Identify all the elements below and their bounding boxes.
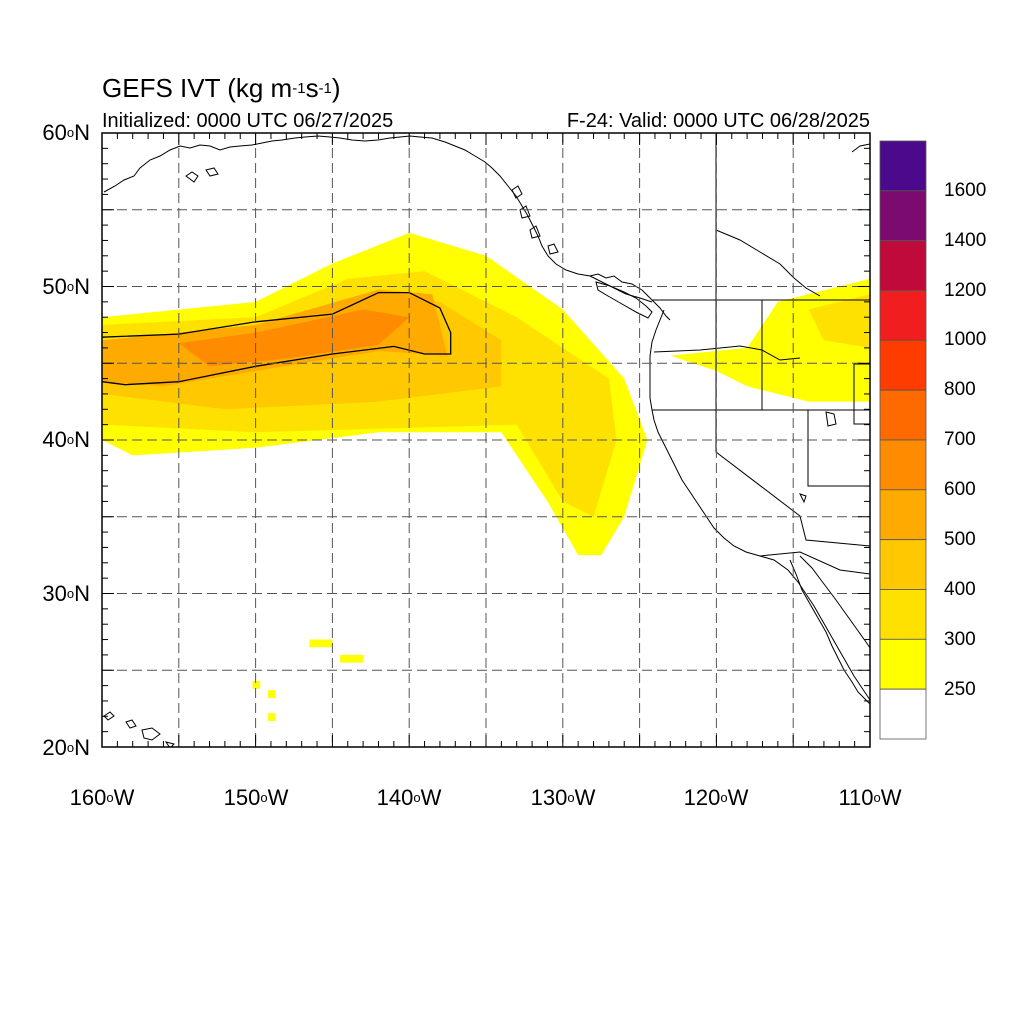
canada-north-east — [851, 143, 870, 153]
colorbar — [879, 140, 927, 740]
lat-label-50n: 50oN — [42, 274, 90, 299]
axis-ticks — [101, 132, 871, 748]
ivt-shading — [102, 232, 870, 721]
ivt-region-300-6 — [808, 294, 870, 348]
colorbar-swatch-9 — [879, 589, 927, 640]
ivt-500-contour — [102, 291, 452, 386]
initialized-time: Initialized: 0000 UTC 06/27/2025 — [102, 110, 394, 132]
colorbar-swatch-7 — [879, 489, 927, 540]
colorbar-label-1600: 1600 — [944, 180, 987, 201]
lon-label-110w: 110oW — [838, 785, 902, 810]
lon-label-150w: 150oW — [223, 785, 289, 810]
vancouver-island — [595, 281, 653, 319]
colorbar-label-1000: 1000 — [944, 329, 987, 350]
lat-label-60n: 60oN — [42, 120, 90, 145]
colorbar-swatch-10 — [879, 638, 927, 690]
colorbar-swatch-8 — [879, 539, 927, 590]
colorbar-swatch-0 — [879, 140, 927, 192]
contour-line-500 — [102, 291, 452, 386]
ivt-region-600-4 — [178, 309, 410, 367]
lat-label-30n: 30oN — [42, 581, 90, 606]
colorbar-label-700: 700 — [944, 429, 976, 450]
map-title: GEFS IVT (kg m-1s-1) — [102, 73, 341, 103]
colorbar-swatch-11 — [879, 688, 927, 740]
ivt-region-250-11 — [267, 713, 276, 721]
coastline-and-borders — [103, 134, 870, 747]
lon-label-130w: 130oW — [530, 785, 596, 810]
ivt-region-250-7 — [309, 639, 333, 648]
lat-lon-grid — [102, 133, 870, 747]
colorbar-swatch-2 — [879, 240, 927, 291]
hawaii-islands — [103, 711, 175, 747]
colorbar-swatch-3 — [879, 290, 927, 341]
lat-label-40n: 40oN — [42, 427, 90, 452]
colorbar-label-800: 800 — [944, 379, 976, 400]
plot-frame — [101, 132, 871, 748]
us-west-coast — [649, 309, 870, 701]
colorbar-label-400: 400 — [944, 579, 976, 600]
colorbar-label-300: 300 — [944, 629, 976, 650]
colorbar-swatch-4 — [879, 339, 927, 391]
colorbar-swatch-5 — [879, 389, 927, 441]
colorbar-swatch-6 — [879, 439, 927, 491]
british-columbia-coast — [589, 273, 671, 321]
ivt-region-250-10 — [267, 690, 276, 698]
alaska-coast — [103, 135, 653, 303]
colorbar-label-1400: 1400 — [944, 230, 987, 251]
colorbar-label-600: 600 — [944, 479, 976, 500]
lon-label-140w: 140oW — [376, 785, 442, 810]
alaska-islands — [185, 167, 559, 255]
gulf-of-california — [799, 555, 870, 649]
mexico-border — [759, 551, 870, 575]
ivt-region-250-8 — [340, 654, 364, 663]
colorbar-label-500: 500 — [944, 529, 976, 550]
colorbar-label-250: 250 — [944, 679, 976, 700]
ivt-region-250-9 — [252, 681, 261, 689]
baja-peninsula — [789, 559, 870, 705]
canada-interior — [715, 229, 821, 297]
lakes — [799, 411, 837, 504]
lat-label-20n: 20oN — [42, 735, 90, 760]
colorbar-label-1200: 1200 — [944, 280, 987, 301]
valid-time: F-24: Valid: 0000 UTC 06/28/2025 — [566, 110, 870, 132]
lon-label-120w: 120oW — [683, 785, 749, 810]
colorbar-swatch-1 — [879, 190, 927, 242]
lon-label-160w: 160oW — [69, 785, 135, 810]
